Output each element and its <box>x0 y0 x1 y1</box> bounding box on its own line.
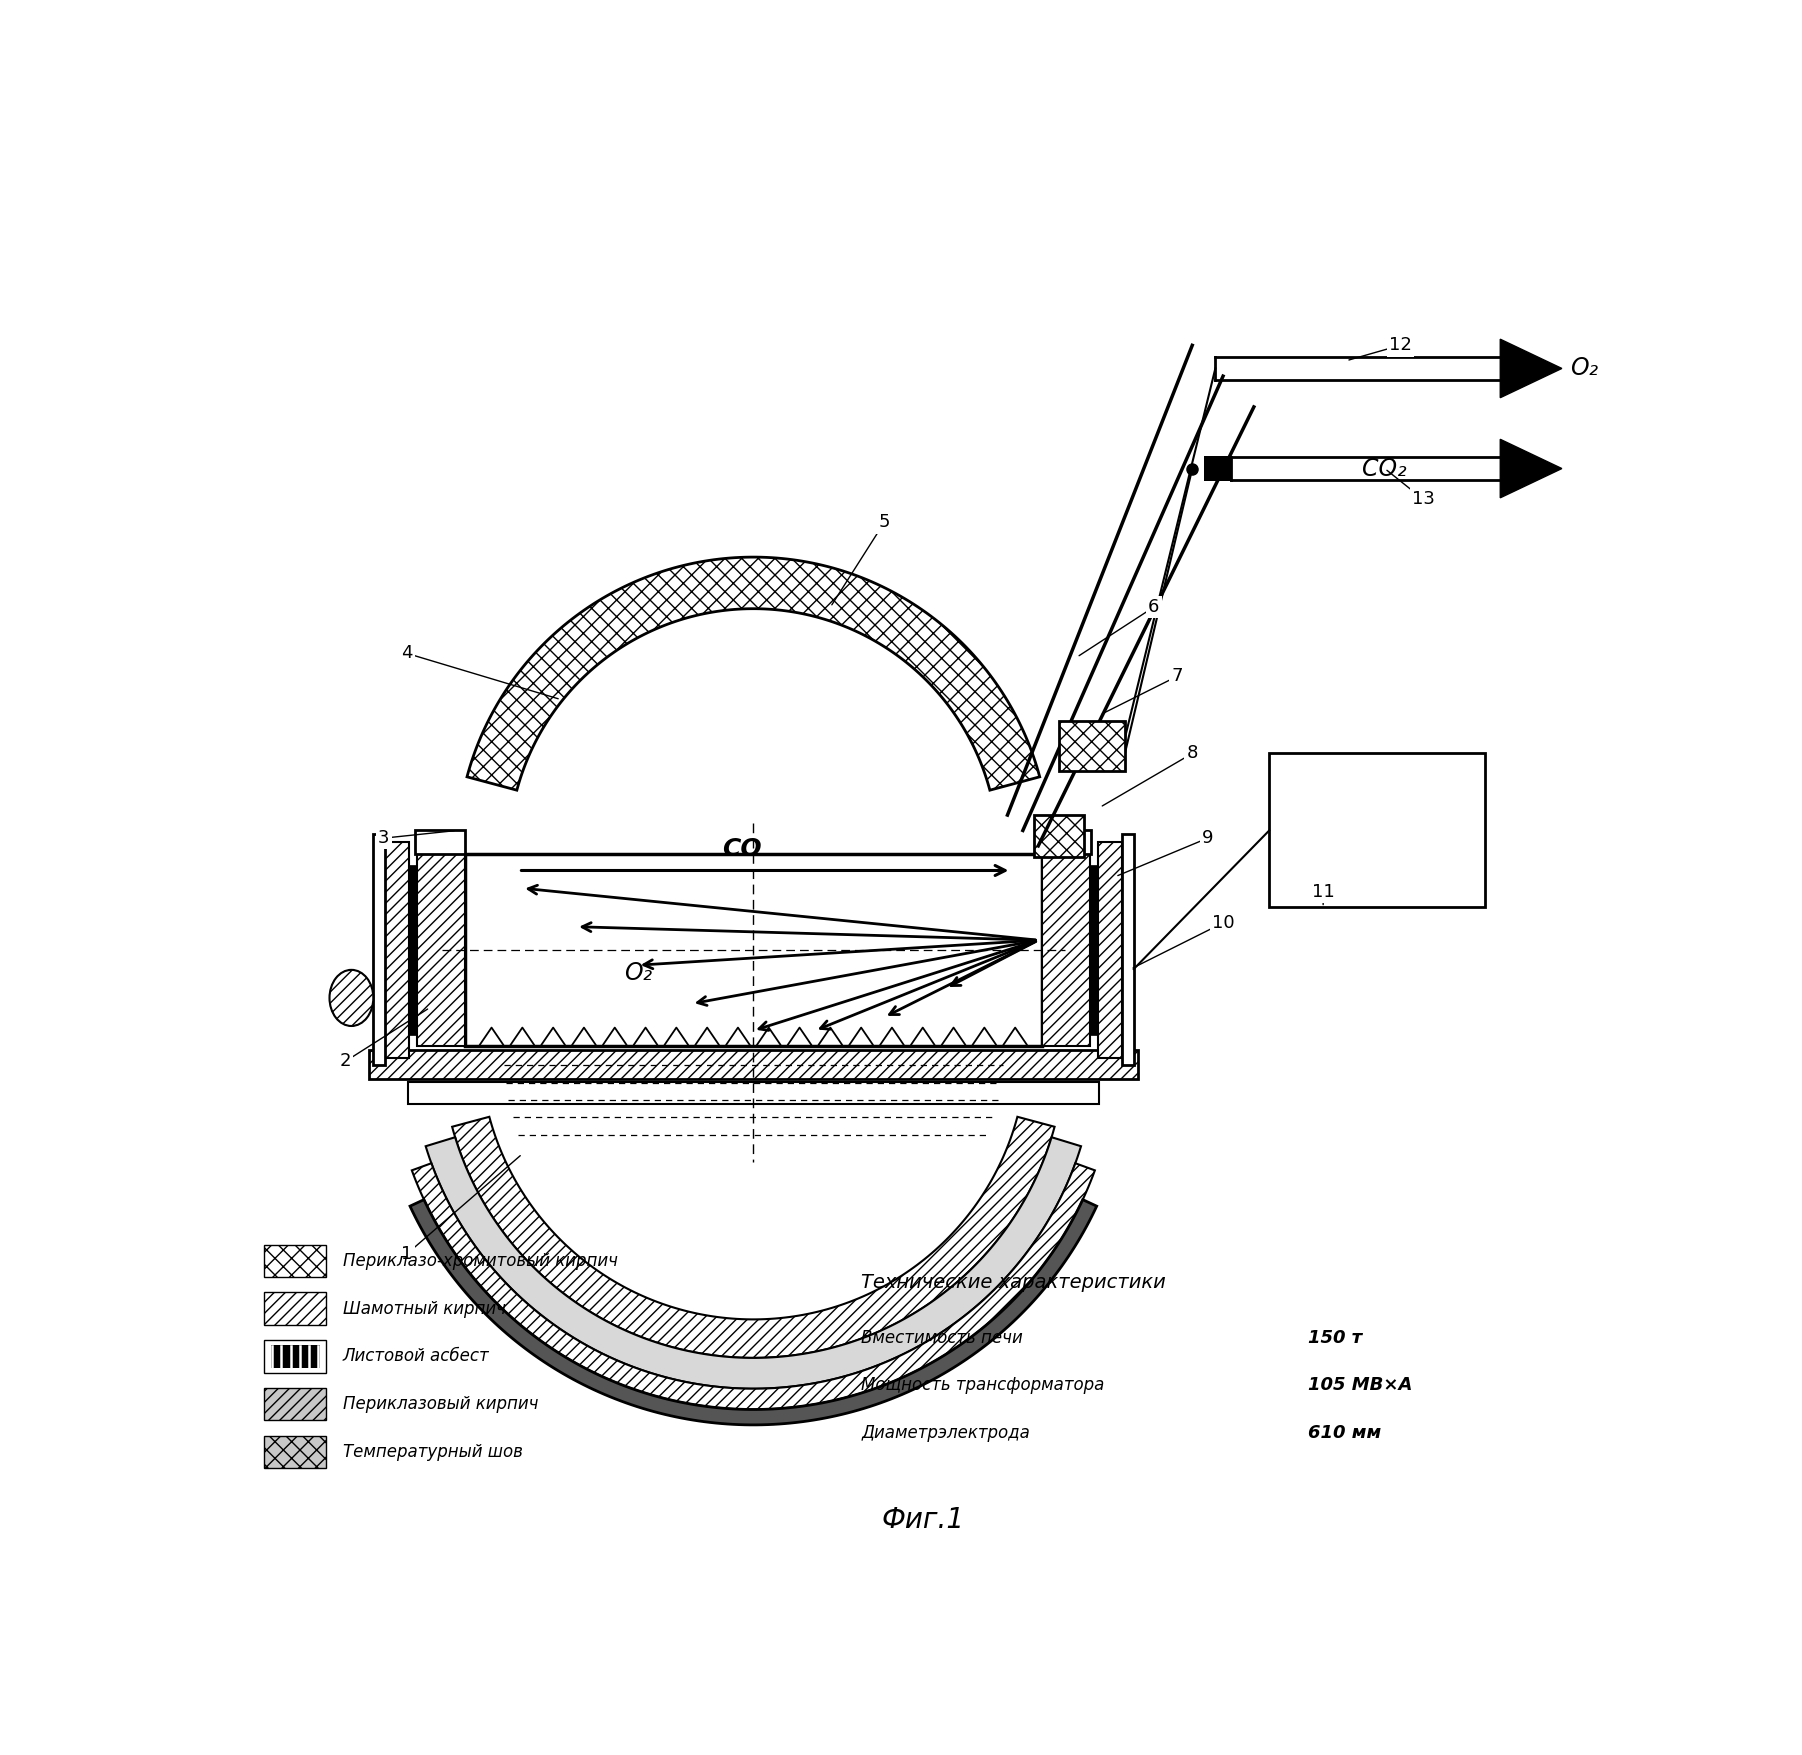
Text: Диаметрэлектрода: Диаметрэлектрода <box>861 1423 1031 1443</box>
Text: 2: 2 <box>339 1053 351 1071</box>
Text: 3: 3 <box>378 828 389 848</box>
Text: 105 МВ×А: 105 МВ×А <box>1308 1376 1413 1395</box>
Polygon shape <box>1501 439 1562 498</box>
Polygon shape <box>411 1200 1097 1425</box>
Bar <box>465 853 1042 1046</box>
Bar <box>369 1049 1137 1079</box>
Bar <box>416 853 465 1046</box>
Bar <box>1097 842 1123 1058</box>
Bar <box>1034 814 1085 858</box>
Bar <box>1123 834 1133 1065</box>
Text: O₂: O₂ <box>623 962 652 985</box>
Bar <box>1090 865 1097 1034</box>
Text: 11: 11 <box>1312 883 1335 900</box>
Ellipse shape <box>330 971 373 1025</box>
Bar <box>265 1244 326 1278</box>
Bar <box>1042 830 1092 853</box>
Bar <box>465 853 1042 1046</box>
Bar <box>265 1341 326 1372</box>
Text: 9: 9 <box>1202 828 1213 848</box>
Text: 4: 4 <box>402 644 413 662</box>
Bar <box>265 1388 326 1420</box>
Bar <box>409 865 416 1034</box>
Text: 8: 8 <box>1186 744 1198 762</box>
Text: Технические характеристики: Технические характеристики <box>861 1272 1166 1292</box>
Bar <box>1042 853 1090 1046</box>
Text: Вместимость печи: Вместимость печи <box>861 1329 1024 1346</box>
Text: O₂: O₂ <box>1570 356 1598 381</box>
Bar <box>1269 753 1485 907</box>
Polygon shape <box>467 556 1040 790</box>
Text: 5: 5 <box>879 514 890 532</box>
Bar <box>265 1292 326 1325</box>
Text: Мощность трансформатора: Мощность трансформатора <box>861 1376 1105 1395</box>
Bar <box>265 1436 326 1467</box>
Bar <box>270 1344 319 1367</box>
Polygon shape <box>452 1116 1054 1358</box>
Bar <box>384 842 409 1058</box>
Polygon shape <box>413 1164 1096 1409</box>
Text: Фиг.1: Фиг.1 <box>881 1506 964 1534</box>
Text: 13: 13 <box>1411 490 1434 509</box>
Text: CO: CO <box>723 837 762 862</box>
Text: 1: 1 <box>402 1244 413 1264</box>
Bar <box>414 830 465 853</box>
Text: 12: 12 <box>1389 337 1411 355</box>
Polygon shape <box>425 1137 1081 1388</box>
Text: 610 мм: 610 мм <box>1308 1423 1380 1443</box>
Bar <box>1060 721 1124 770</box>
Text: CO₂: CO₂ <box>1362 456 1407 481</box>
Text: Листовой асбест: Листовой асбест <box>342 1348 490 1365</box>
Text: Периклазовый кирпич: Периклазовый кирпич <box>342 1395 539 1413</box>
Text: 150 т: 150 т <box>1308 1329 1362 1346</box>
Bar <box>1204 456 1231 481</box>
Text: 6: 6 <box>1148 598 1159 616</box>
Text: 7: 7 <box>1171 667 1182 686</box>
Polygon shape <box>472 1046 1034 1320</box>
Text: Шамотный кирпич: Шамотный кирпич <box>342 1300 506 1318</box>
Bar <box>373 834 384 1065</box>
Ellipse shape <box>330 971 373 1025</box>
Text: 10: 10 <box>1211 914 1234 932</box>
Polygon shape <box>1501 339 1562 398</box>
Text: Температурный шов: Температурный шов <box>342 1443 523 1460</box>
Text: Периклазо-хромитовый кирпич: Периклазо-хромитовый кирпич <box>342 1251 618 1271</box>
Bar <box>407 1083 1099 1104</box>
